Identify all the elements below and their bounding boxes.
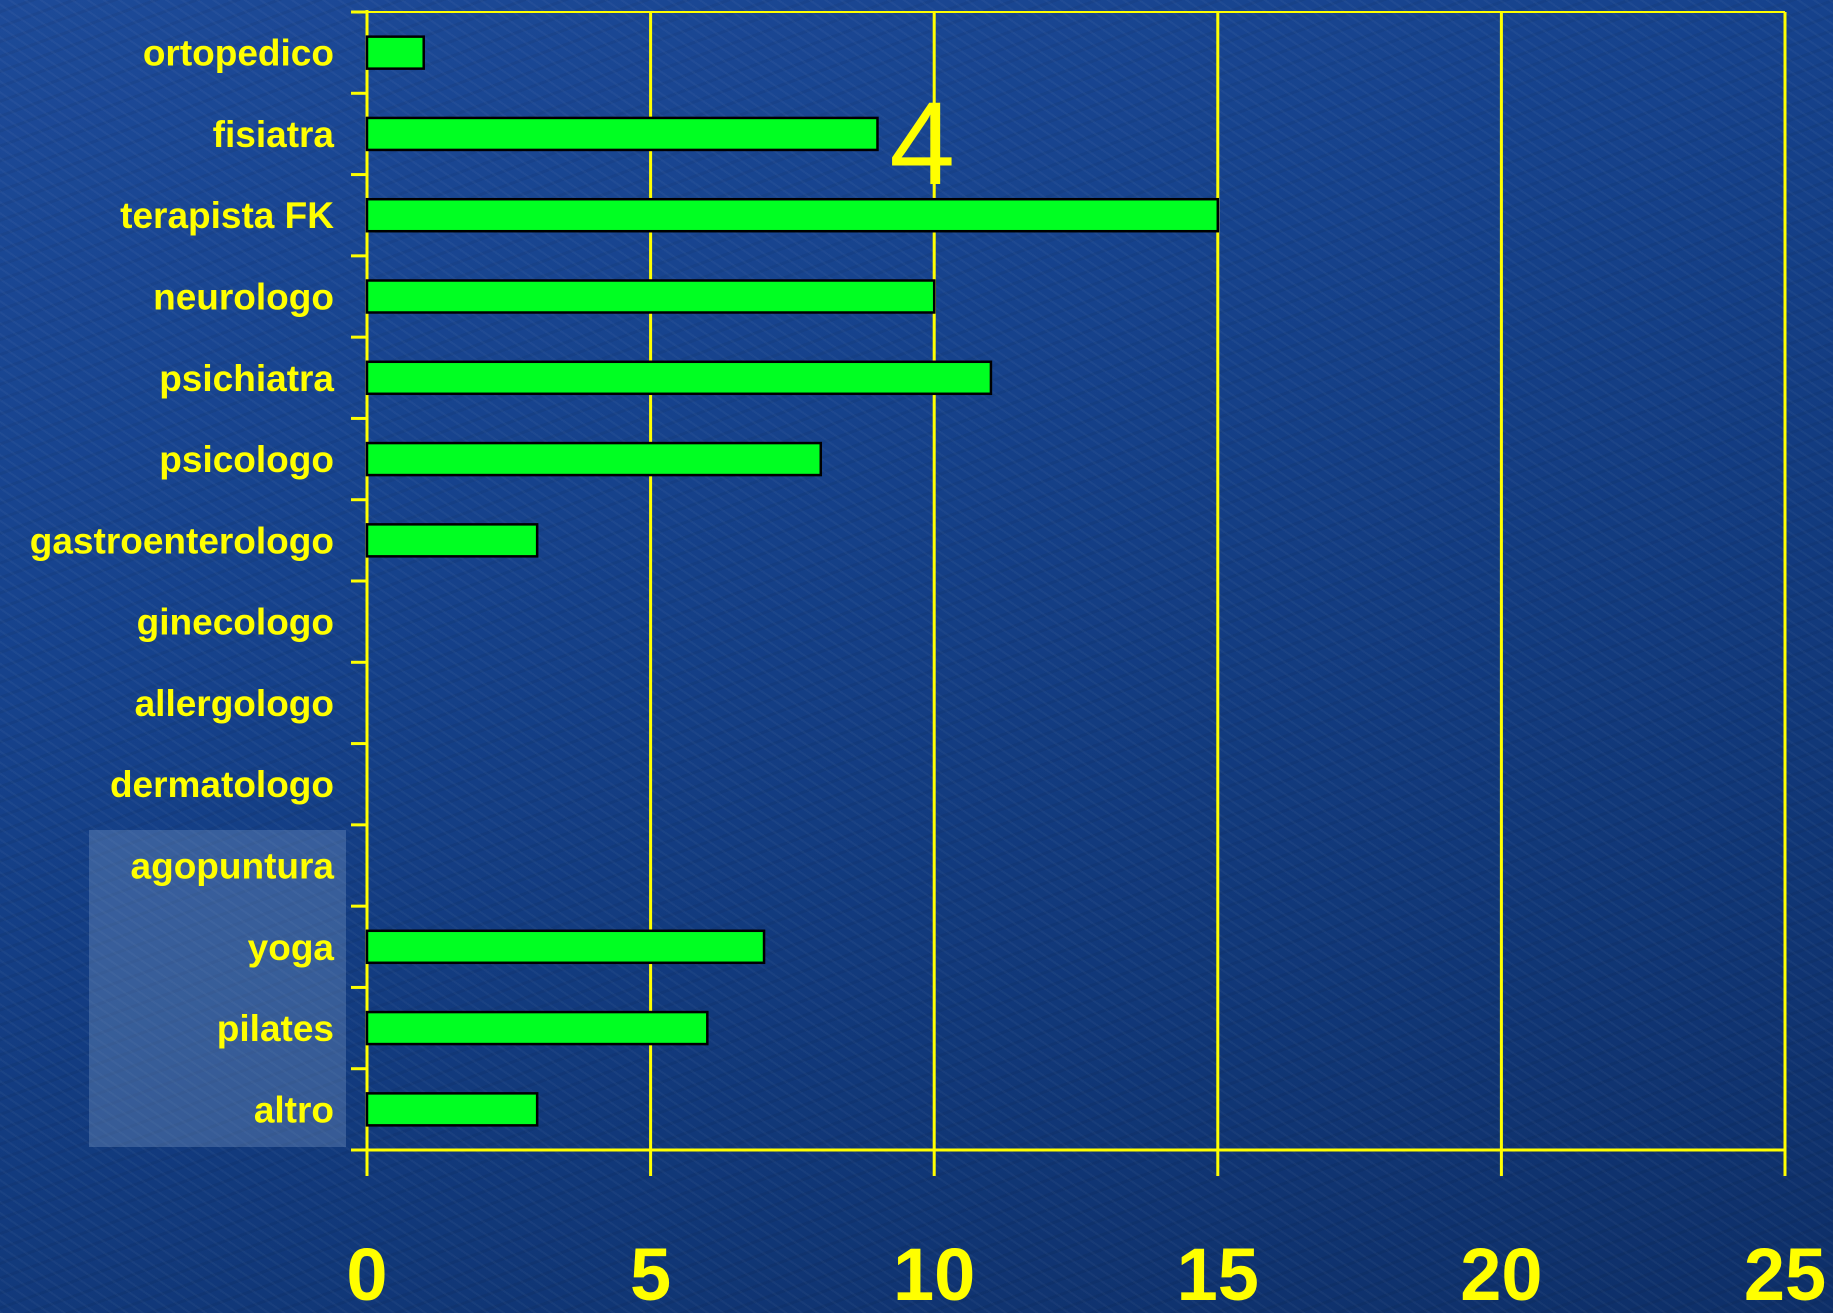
category-label: dermatologo: [110, 764, 334, 805]
x-tick-label: 15: [1177, 1233, 1259, 1313]
category-label: terapista FK: [120, 195, 334, 236]
bar: [365, 279, 936, 314]
axes: [351, 10, 1787, 1176]
category-label: neurologo: [153, 277, 334, 318]
category-label: ginecologo: [137, 602, 334, 643]
bar: [365, 116, 879, 152]
annotations: 4: [889, 78, 955, 210]
bars: [365, 35, 1220, 1127]
x-tick-label: 20: [1460, 1233, 1542, 1313]
bar: [365, 1092, 539, 1127]
category-label: psichiatra: [159, 358, 334, 399]
x-tick-label: 5: [630, 1233, 671, 1313]
highlight-box: [89, 830, 346, 1147]
grid-lines: [367, 11, 1787, 1150]
category-label: psicologo: [159, 439, 334, 480]
category-labels: ortopedico fisiatra terapista FK neurologo p…: [30, 33, 335, 1131]
category-label: yoga: [248, 927, 335, 968]
category-label: agopuntura: [131, 846, 335, 887]
category-label: altro: [254, 1089, 334, 1130]
bar: [365, 35, 425, 70]
x-tick-label: 10: [893, 1233, 975, 1313]
bar: [365, 1010, 709, 1046]
category-label: fisiatra: [213, 114, 335, 155]
bar: [365, 441, 823, 477]
bar: [365, 523, 539, 558]
category-label: gastroenterologo: [30, 520, 334, 561]
x-tick-label: 0: [346, 1233, 387, 1313]
category-label: allergologo: [135, 683, 334, 724]
x-tick-labels: 0 5 10 15 20 25: [346, 1233, 1826, 1313]
category-label: ortopedico: [143, 33, 334, 74]
bar: [365, 929, 766, 965]
bar: [365, 360, 993, 396]
bar: [365, 197, 1220, 233]
annotation-label: 4: [889, 78, 955, 210]
category-label: pilates: [217, 1008, 334, 1049]
x-tick-label: 25: [1744, 1233, 1826, 1313]
